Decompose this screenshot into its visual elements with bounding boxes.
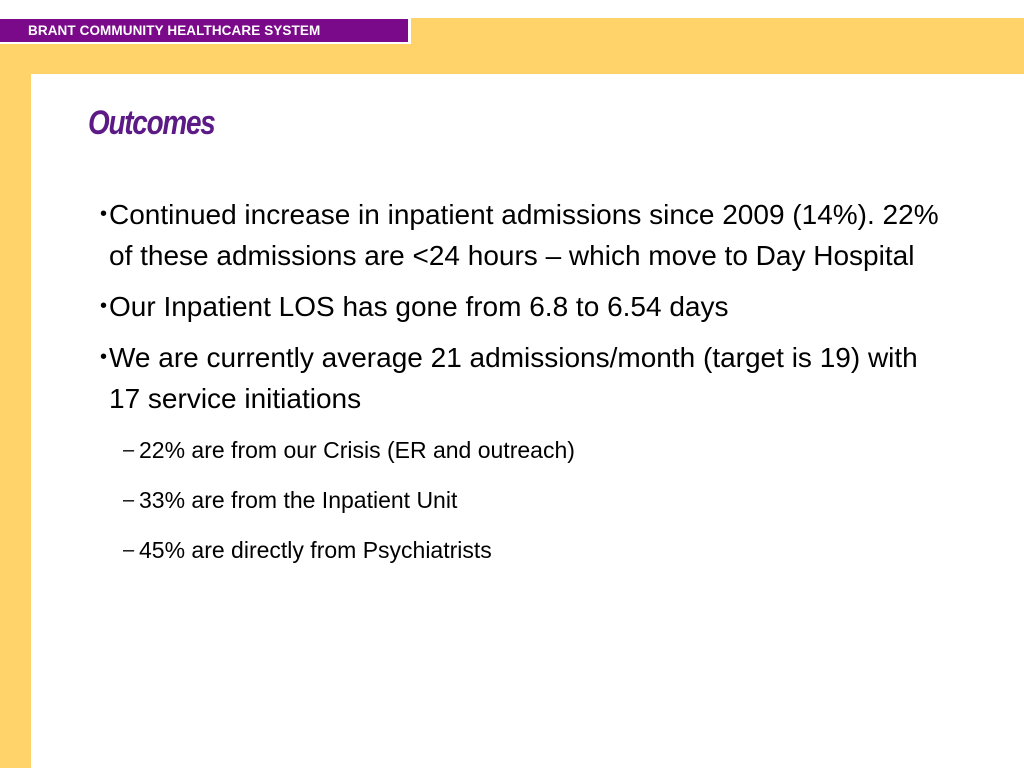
slide-title: Outcomes [88, 104, 216, 142]
sub-bullet-marker: – [123, 439, 135, 461]
sub-bullet-item: – 45% are directly from Psychiatrists [123, 537, 950, 564]
bullet-marker: • [100, 346, 108, 368]
bullet-item: • Our Inpatient LOS has gone from 6.8 to… [100, 286, 950, 327]
slide-content-area [31, 74, 1024, 768]
frame-left-band [0, 0, 31, 768]
organization-header: BRANT COMMUNITY HEALTHCARE SYSTEM [0, 19, 408, 42]
sub-bullet-item: – 33% are from the Inpatient Unit [123, 487, 950, 514]
sub-bullet-text: 45% are directly from Psychiatrists [139, 537, 492, 563]
bullet-marker: • [100, 203, 108, 225]
bullet-item: • Continued increase in inpatient admiss… [100, 194, 950, 276]
bullet-text: We are currently average 21 admissions/m… [109, 342, 918, 414]
bullet-text: Our Inpatient LOS has gone from 6.8 to 6… [109, 291, 729, 322]
bullet-list: • Continued increase in inpatient admiss… [100, 194, 950, 587]
top-white-strip [0, 0, 1024, 18]
sub-bullet-marker: – [123, 489, 135, 511]
sub-bullet-text: 22% are from our Crisis (ER and outreach… [139, 437, 575, 463]
sub-bullet-marker: – [123, 539, 135, 561]
sub-bullet-list: – 22% are from our Crisis (ER and outrea… [109, 437, 950, 564]
bullet-item: • We are currently average 21 admissions… [100, 337, 950, 564]
sub-bullet-item: – 22% are from our Crisis (ER and outrea… [123, 437, 950, 464]
sub-bullet-text: 33% are from the Inpatient Unit [139, 487, 458, 513]
bullet-marker: • [100, 295, 108, 317]
bullet-text: Continued increase in inpatient admissio… [109, 199, 939, 271]
